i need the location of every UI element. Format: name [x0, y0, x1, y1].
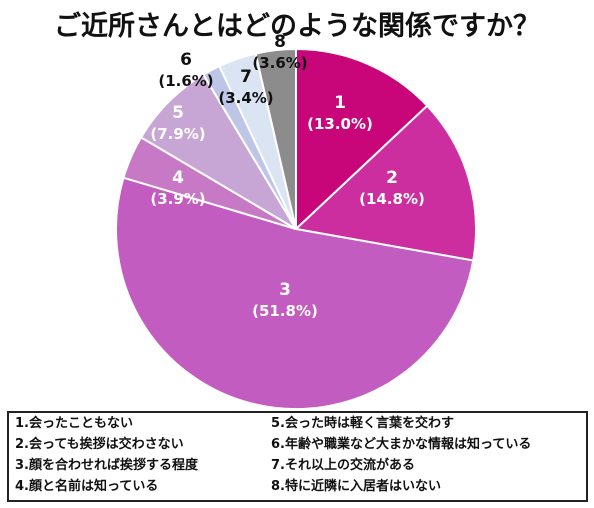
- pie-slice-1: [295, 47, 429, 232]
- slice-label-7: 7: [240, 67, 252, 87]
- slice-value-label-8: (3.6%): [252, 54, 307, 72]
- legend-item-6: 6.年齢や職業など大まかな情報は知っている: [271, 437, 532, 452]
- slice-label-2: 2: [386, 168, 398, 188]
- slice-label-8: 8: [274, 32, 286, 52]
- slice-label-6: 6: [180, 50, 192, 70]
- slice-value-label-7: (3.4%): [218, 89, 273, 107]
- legend-item-5: 5.会った時は軽く言葉を交わす: [271, 416, 454, 431]
- legend-item-1: 1.会ったこともない: [15, 416, 133, 431]
- slice-value-label-3: (51.8%): [252, 302, 318, 320]
- slice-label-4: 4: [172, 168, 184, 188]
- slice-label-1: 1: [334, 93, 346, 113]
- legend-item-7: 7.それ以上の交流がある: [271, 458, 415, 473]
- pie-slice-2: [293, 104, 477, 262]
- legend-item-3: 3.顔を合わせれば挨拶する程度: [15, 458, 198, 473]
- legend-item-2: 2.会っても挨拶は交わさない: [15, 437, 184, 452]
- legend: 1.会ったこともない 2.会っても挨拶は交わさない 3.顔を合わせれば挨拶する程…: [7, 411, 588, 502]
- slice-value-label-1: (13.0%): [307, 115, 373, 133]
- slice-label-5: 5: [172, 103, 184, 123]
- slice-value-label-4: (3.9%): [150, 190, 205, 208]
- slice-value-label-6: (1.6%): [158, 72, 213, 90]
- slice-value-label-2: (14.8%): [359, 190, 425, 208]
- pie-slice-8: [254, 47, 297, 230]
- chart-title: ご近所さんとはどのような関係ですか？: [54, 11, 540, 42]
- slice-label-3: 3: [279, 280, 291, 300]
- pie-slice-3: [115, 176, 475, 411]
- legend-item-4: 4.顔と名前は知っている: [15, 479, 159, 494]
- slice-value-label-5: (7.9%): [150, 125, 205, 143]
- legend-item-8: 8.特に近隣に入居者はいない: [271, 479, 441, 494]
